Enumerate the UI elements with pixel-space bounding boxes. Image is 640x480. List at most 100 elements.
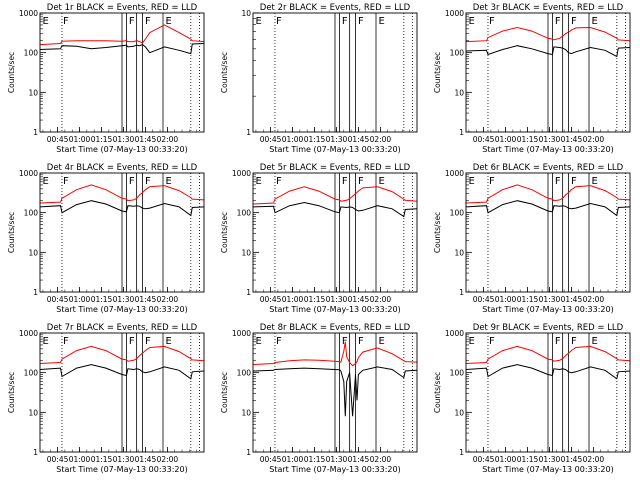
flag-label: F [129, 176, 135, 187]
y-tick-label: 1000 [19, 9, 38, 18]
flag-label: E [255, 16, 261, 27]
flag-label: F [63, 176, 69, 187]
flag-label: E [591, 16, 597, 27]
y-tick-label: 1000 [445, 329, 464, 338]
x-tick-label: 00:45 [473, 455, 495, 464]
x-tick-label: 00:45 [260, 135, 282, 144]
y-tick-label: 1 [459, 128, 464, 137]
y-axis-label: Counts/sec [7, 52, 16, 93]
y-tick-label: 100 [450, 49, 465, 58]
x-tick-label: 01:45 [135, 135, 157, 144]
chart-title: Det 9r BLACK = Events, RED = LLD [473, 323, 624, 333]
x-tick-label: 01:45 [561, 135, 583, 144]
x-tick-label: 01:45 [348, 455, 370, 464]
x-tick-label: 01:00 [495, 135, 517, 144]
y-tick-label: 1 [33, 128, 38, 137]
flag-label: E [378, 336, 384, 347]
flag-label: E [42, 16, 48, 27]
x-tick-label: 01:00 [69, 455, 91, 464]
y-tick-label: 10 [454, 408, 464, 417]
flag-label: F [555, 176, 561, 187]
flag-label: E [255, 336, 261, 347]
flag-label: F [358, 336, 364, 347]
x-axis-label: Start Time (07-May-13 00:33:20) [482, 145, 613, 154]
y-tick-label: 1000 [445, 169, 464, 178]
x-tick-label: 02:00 [583, 455, 605, 464]
plot-frame [465, 332, 631, 453]
x-tick-label: 01:45 [135, 295, 157, 304]
x-tick-label: 00:45 [47, 135, 69, 144]
y-tick-label: 100 [450, 369, 465, 378]
flag-label: F [63, 16, 69, 27]
chart-title: Det 5r BLACK = Events, RED = LLD [260, 163, 411, 173]
series-lld-line [39, 24, 205, 46]
x-tick-label: 00:45 [47, 455, 69, 464]
x-tick-label: 01:30 [113, 455, 135, 464]
y-tick-label: 1 [33, 448, 38, 457]
x-axis-label: Start Time (07-May-13 00:33:20) [56, 465, 187, 474]
y-tick-label: 1000 [232, 329, 251, 338]
flag-label: F [145, 16, 151, 27]
x-tick-label: 01:30 [539, 295, 561, 304]
x-tick-label: 01:15 [517, 295, 539, 304]
x-tick-label: 00:45 [473, 295, 495, 304]
x-tick-label: 02:00 [157, 455, 179, 464]
x-tick-label: 01:00 [495, 295, 517, 304]
flag-label: E [42, 176, 48, 187]
y-tick-label: 1 [459, 448, 464, 457]
x-tick-label: 01:15 [304, 455, 326, 464]
flag-label: F [358, 176, 364, 187]
flag-label: E [42, 336, 48, 347]
y-axis-label: Counts/sec [433, 372, 442, 413]
x-tick-label: 00:45 [260, 455, 282, 464]
x-axis-label: Start Time (07-May-13 00:33:20) [56, 305, 187, 314]
series-lld-line [39, 345, 205, 364]
y-axis-label: Counts/sec [7, 372, 16, 413]
y-tick-label: 10 [28, 248, 38, 257]
flag-label: F [489, 336, 495, 347]
y-axis-label: Counts/sec [220, 372, 229, 413]
chart-title: Det 1r BLACK = Events, RED = LLD [47, 3, 198, 13]
x-tick-label: 01:15 [517, 455, 539, 464]
y-tick-label: 10 [28, 88, 38, 97]
flag-label: F [276, 336, 282, 347]
flag-label: F [145, 336, 151, 347]
x-tick-label: 01:15 [91, 295, 113, 304]
x-tick-label: 01:30 [326, 135, 348, 144]
y-tick-label: 1 [246, 448, 251, 457]
series-events-line [252, 366, 418, 417]
y-tick-label: 10 [241, 408, 251, 417]
y-tick-label: 1000 [445, 9, 464, 18]
y-axis-label: Counts/sec [220, 52, 229, 93]
plot-frame [252, 332, 418, 453]
chart-title: Det 2r BLACK = Events, RED = LLD [260, 3, 411, 13]
series-events-line [39, 364, 205, 380]
x-tick-label: 01:00 [69, 295, 91, 304]
y-tick-label: 10 [454, 88, 464, 97]
flag-label: E [468, 336, 474, 347]
x-tick-label: 01:30 [326, 295, 348, 304]
flag-label: F [555, 16, 561, 27]
flag-label: E [591, 336, 597, 347]
flag-label: E [468, 176, 474, 187]
flag-label: E [591, 176, 597, 187]
x-tick-label: 01:45 [561, 295, 583, 304]
x-tick-label: 01:30 [539, 455, 561, 464]
y-axis-label: Counts/sec [433, 52, 442, 93]
plot-frame [39, 12, 205, 133]
chart-title: Det 3r BLACK = Events, RED = LLD [473, 3, 624, 13]
y-tick-label: 1000 [19, 329, 38, 338]
flag-label: F [276, 16, 282, 27]
y-axis-label: Counts/sec [7, 212, 16, 253]
flag-label: F [358, 16, 364, 27]
series-lld-line [465, 26, 631, 43]
x-axis-label: Start Time (07-May-13 00:33:20) [269, 305, 400, 314]
